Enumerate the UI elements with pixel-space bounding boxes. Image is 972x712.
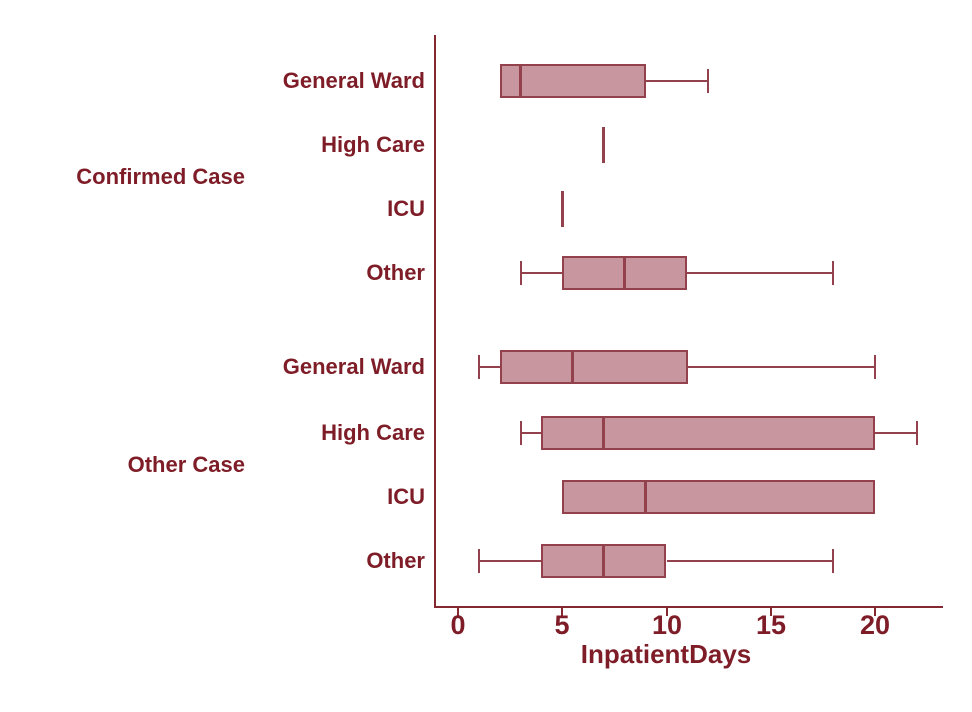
category-label-confirmed-case-high-care: High Care bbox=[321, 132, 425, 157]
other-case-general-ward-box bbox=[500, 350, 688, 384]
other-case-general-ward-lower-whisker-cap bbox=[478, 355, 480, 379]
other-case-other-upper-whisker-line bbox=[667, 560, 834, 562]
category-label-other-case-icu: ICU bbox=[387, 484, 425, 509]
other-case-other-median-line bbox=[602, 544, 605, 578]
x-tick-label: 20 bbox=[859, 610, 891, 640]
x-tick-label: 5 bbox=[554, 610, 570, 640]
other-case-general-ward-lower-whisker-line bbox=[479, 366, 500, 368]
other-case-icu-median-line bbox=[644, 480, 647, 514]
other-case-high-care-box bbox=[541, 416, 875, 450]
group-label-confirmed-case: Confirmed Case bbox=[76, 164, 245, 189]
other-case-high-care-upper-whisker-cap bbox=[916, 421, 918, 445]
x-tick bbox=[874, 608, 876, 616]
confirmed-case-other-median-line bbox=[623, 256, 626, 290]
other-case-other-lower-whisker-line bbox=[479, 560, 542, 562]
confirmed-case-general-ward-median-line bbox=[519, 64, 522, 98]
other-case-high-care-lower-whisker-line bbox=[521, 432, 542, 434]
x-axis-line bbox=[434, 606, 943, 608]
x-tick bbox=[770, 608, 772, 616]
other-case-other-upper-whisker-cap bbox=[832, 549, 834, 573]
confirmed-case-other-upper-whisker-cap bbox=[832, 261, 834, 285]
category-label-confirmed-case-other: Other bbox=[366, 260, 425, 285]
confirmed-case-general-ward-upper-whisker-line bbox=[646, 80, 709, 82]
other-case-general-ward-upper-whisker-cap bbox=[874, 355, 876, 379]
other-case-general-ward-median-line bbox=[571, 350, 574, 384]
x-tick bbox=[666, 608, 668, 616]
other-case-other-lower-whisker-cap bbox=[478, 549, 480, 573]
x-tick-label: 10 bbox=[651, 610, 683, 640]
confirmed-case-high-care-value-line bbox=[602, 127, 605, 163]
other-case-icu-box bbox=[562, 480, 875, 514]
confirmed-case-other-lower-whisker-line bbox=[521, 272, 563, 274]
confirmed-case-general-ward-upper-whisker-cap bbox=[707, 69, 709, 93]
confirmed-case-other-upper-whisker-line bbox=[687, 272, 833, 274]
category-label-confirmed-case-general-ward: General Ward bbox=[282, 68, 425, 93]
other-case-high-care-upper-whisker-line bbox=[875, 432, 917, 434]
category-label-confirmed-case-icu: ICU bbox=[387, 196, 425, 221]
other-case-high-care-median-line bbox=[602, 416, 605, 450]
category-label-other-case-other: Other bbox=[366, 548, 425, 573]
group-label-other-case: Other Case bbox=[127, 452, 245, 477]
confirmed-case-icu-value-line bbox=[561, 191, 564, 227]
x-tick bbox=[457, 608, 459, 616]
x-axis-title: InpatientDays bbox=[580, 639, 752, 669]
y-axis-line bbox=[434, 35, 436, 608]
x-tick-label: 15 bbox=[755, 610, 787, 640]
category-label-other-case-high-care: High Care bbox=[321, 420, 425, 445]
other-case-general-ward-upper-whisker-line bbox=[687, 366, 875, 368]
x-tick-label: 0 bbox=[450, 610, 466, 640]
confirmed-case-other-lower-whisker-cap bbox=[520, 261, 522, 285]
category-label-other-case-general-ward: General Ward bbox=[282, 354, 425, 379]
confirmed-case-general-ward-box bbox=[500, 64, 646, 98]
x-tick bbox=[561, 608, 563, 616]
other-case-high-care-lower-whisker-cap bbox=[520, 421, 522, 445]
